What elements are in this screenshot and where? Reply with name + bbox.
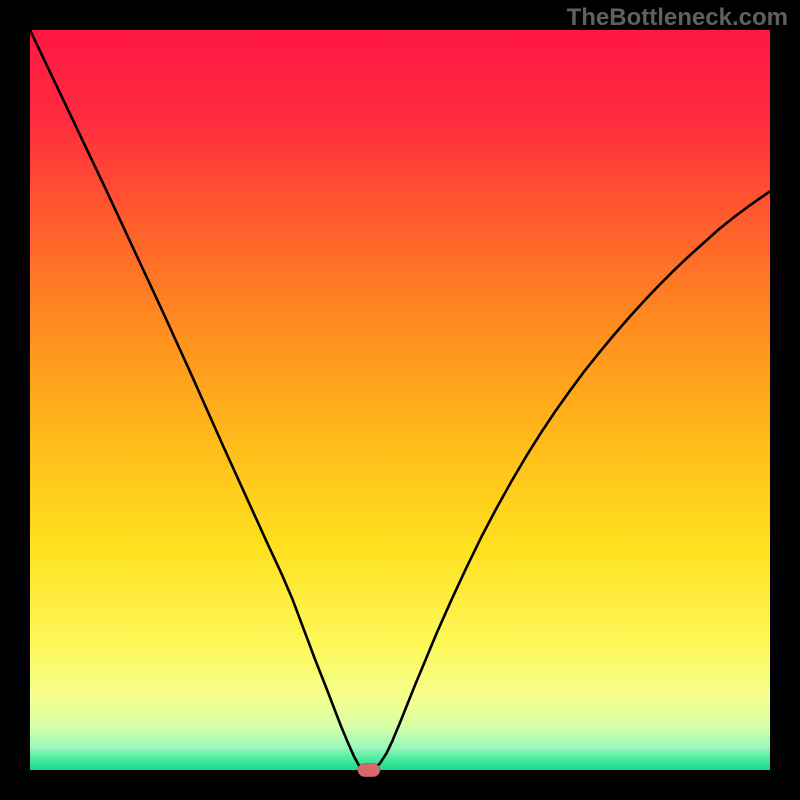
chart-frame: { "watermark": { "text": "TheBottleneck.… [0, 0, 800, 800]
watermark-text: TheBottleneck.com [567, 4, 788, 32]
gradient-background [30, 30, 770, 770]
bottleneck-chart [0, 0, 800, 800]
optimal-marker [358, 763, 380, 776]
